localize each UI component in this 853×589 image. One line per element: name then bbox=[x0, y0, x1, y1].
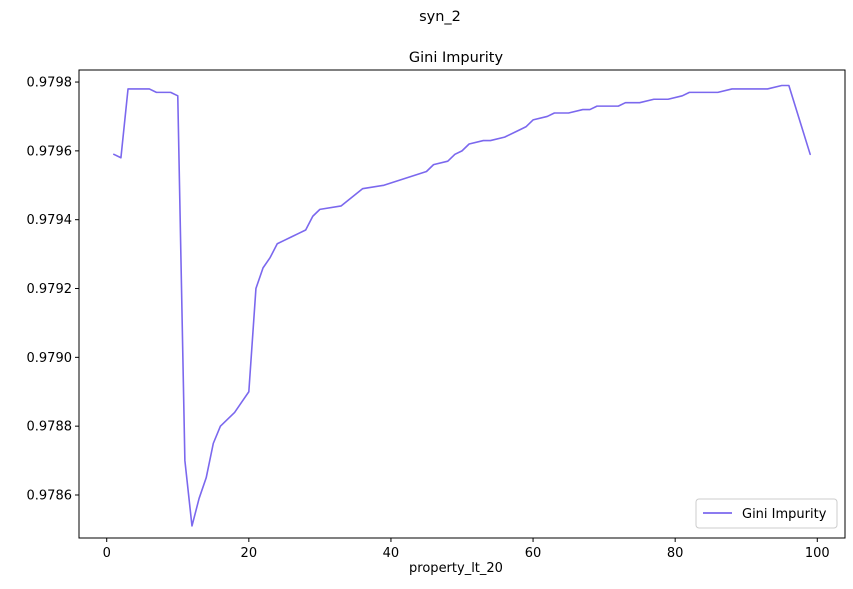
y-tick-label: 0.9792 bbox=[27, 282, 73, 297]
chart-title: Gini Impurity bbox=[409, 50, 504, 66]
x-tick-label: 60 bbox=[525, 546, 542, 561]
series-layer bbox=[113, 84, 811, 527]
x-axis: 0 20 40 60 80 100 bbox=[103, 538, 830, 561]
legend: Gini Impurity bbox=[695, 498, 838, 529]
legend-box bbox=[695, 498, 838, 529]
x-tick-label: 0 bbox=[103, 546, 111, 561]
y-axis: 0.9786 0.9788 0.9790 0.9792 0.9794 0.9796 0.97… bbox=[27, 76, 79, 503]
y-tick-label: 0.9790 bbox=[27, 351, 73, 366]
y-tick-label: 0.9786 bbox=[27, 488, 73, 503]
x-tick-label: 40 bbox=[383, 546, 400, 561]
y-tick-label: 0.9794 bbox=[27, 213, 73, 228]
x-tick-label: 80 bbox=[667, 546, 684, 561]
series-line bbox=[113, 84, 811, 527]
figure-suptitle: syn_2 bbox=[419, 9, 461, 25]
legend-label: Gini Impurity bbox=[742, 507, 827, 522]
plot-area bbox=[79, 70, 845, 538]
x-tick-label: 100 bbox=[805, 546, 830, 561]
x-axis-label: property_lt_20 bbox=[409, 561, 503, 576]
y-tick-label: 0.9788 bbox=[27, 420, 73, 435]
x-tick-label: 20 bbox=[241, 546, 258, 561]
y-tick-label: 0.9796 bbox=[27, 144, 73, 159]
y-tick-label: 0.9798 bbox=[27, 76, 73, 91]
plot-frame bbox=[78, 69, 846, 539]
